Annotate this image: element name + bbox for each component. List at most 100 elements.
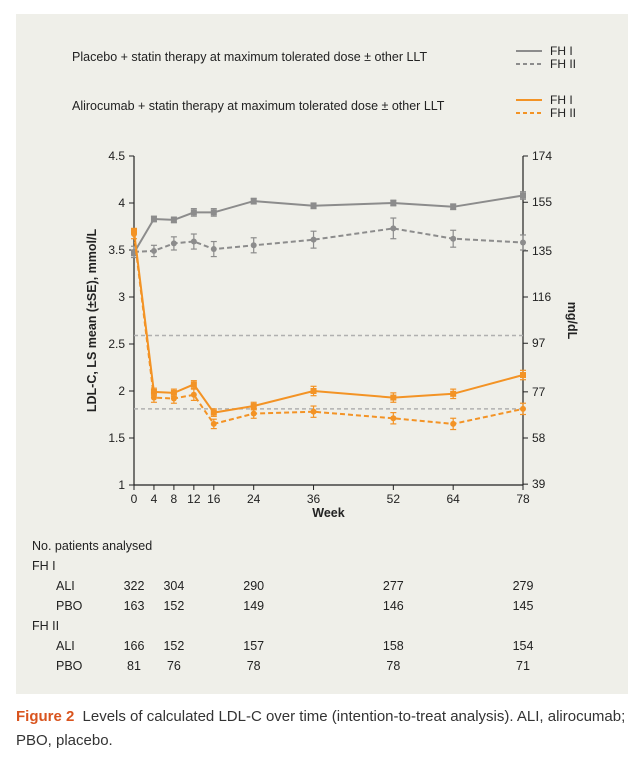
data-point-placebo-fh1 [190, 209, 197, 216]
legend-entry-alirocumab-fh1: FH I [550, 93, 573, 107]
patients-count: 163 [124, 599, 145, 613]
legend-entry-placebo-fh2: FH II [550, 57, 576, 71]
x-tick-label: 12 [187, 492, 201, 506]
data-point-placebo-fh2 [310, 236, 317, 243]
data-point-placebo-fh1 [310, 202, 317, 209]
y2-tick-label: 116 [532, 290, 551, 304]
patients-count: 149 [243, 599, 264, 613]
caption-label: Figure 2 [16, 708, 75, 725]
data-point-alirocumab-fh2 [131, 231, 137, 238]
data-point-placebo-fh2 [520, 239, 526, 246]
patients-count: 157 [243, 639, 264, 653]
data-point-alirocumab-fh2 [170, 395, 177, 402]
y2-tick-label: 135 [532, 244, 552, 258]
x-tick-label: 78 [516, 492, 530, 506]
y2-tick-label: 155 [532, 195, 552, 209]
figure-panel: Placebo + statin therapy at maximum tole… [16, 14, 628, 694]
data-point-alirocumab-fh1 [250, 403, 257, 410]
legend-label-placebo: Placebo + statin therapy at maximum tole… [72, 50, 427, 64]
patients-count: 277 [383, 579, 404, 593]
data-point-placebo-fh1 [150, 215, 157, 222]
x-tick-label: 64 [446, 492, 460, 506]
y-tick-label: 3 [118, 290, 125, 304]
y2-tick-label: 97 [532, 336, 546, 350]
y-tick-label: 1 [118, 478, 125, 492]
y2-axis-label: mg/dL [565, 302, 579, 340]
patients-table-title: No. patients analysed [32, 539, 152, 553]
data-point-placebo-fh2 [450, 235, 457, 242]
figure-caption: Figure 2 Levels of calculated LDL-C over… [16, 705, 628, 753]
patients-count: 279 [513, 579, 534, 593]
data-point-placebo-fh2 [250, 242, 257, 249]
data-point-alirocumab-fh2 [210, 420, 217, 427]
patients-count: 78 [386, 659, 400, 673]
data-point-placebo-fh1 [450, 203, 457, 210]
patients-row-label-pbo: PBO [56, 659, 83, 673]
data-point-placebo-fh1 [390, 200, 397, 206]
patients-count: 145 [513, 599, 534, 613]
y2-tick-label: 77 [532, 385, 546, 399]
x-tick-label: 24 [247, 492, 261, 506]
y2-tick-label: 58 [532, 431, 546, 445]
data-point-alirocumab-fh1 [150, 388, 157, 395]
data-point-placebo-fh2 [170, 240, 177, 247]
x-tick-label: 4 [151, 492, 158, 506]
x-tick-label: 52 [387, 492, 401, 506]
x-tick-label: 8 [171, 492, 178, 506]
data-point-placebo-fh2 [190, 238, 197, 245]
y-tick-label: 2.5 [108, 337, 125, 351]
data-point-placebo-fh2 [150, 247, 157, 254]
x-tick-label: 36 [307, 492, 321, 506]
patients-count: 158 [383, 639, 404, 653]
patients-count: 154 [513, 639, 534, 653]
legend-entry-placebo-fh1: FH I [550, 44, 573, 58]
data-point-placebo-fh1 [210, 209, 217, 216]
data-point-alirocumab-fh2 [250, 410, 257, 417]
patients-count: 152 [163, 599, 184, 613]
patients-row-label-pbo: PBO [56, 599, 83, 613]
data-point-alirocumab-fh2 [450, 420, 457, 427]
data-point-alirocumab-fh1 [170, 389, 177, 396]
y-tick-label: 3.5 [108, 243, 125, 257]
patients-row-label-ali: ALI [56, 639, 75, 653]
x-axis-label: Week [312, 506, 344, 520]
data-point-placebo-fh1 [250, 198, 257, 205]
patients-row-label-ali: ALI [56, 579, 75, 593]
data-point-alirocumab-fh1 [390, 394, 397, 401]
data-point-alirocumab-fh1 [450, 390, 457, 397]
legend-entry-alirocumab-fh2: FH II [550, 106, 576, 120]
data-point-placebo-fh1 [170, 216, 177, 223]
patients-count: 304 [163, 579, 184, 593]
data-point-alirocumab-fh1 [310, 388, 317, 394]
x-tick-label: 16 [207, 492, 221, 506]
series-line-alirocumab-fh1 [133, 231, 524, 414]
x-tick-label: 0 [131, 492, 138, 506]
patients-count: 71 [516, 659, 530, 673]
patients-count: 322 [124, 579, 145, 593]
y2-tick-label: 39 [532, 477, 546, 491]
data-point-placebo-fh1 [520, 192, 526, 199]
data-point-alirocumab-fh2 [310, 408, 317, 415]
series-line-placebo-fh1 [133, 194, 524, 254]
patients-count: 152 [163, 639, 184, 653]
data-point-alirocumab-fh2 [520, 405, 526, 412]
ldl-chart: Placebo + statin therapy at maximum tole… [32, 44, 579, 673]
patients-count: 78 [247, 659, 261, 673]
data-point-placebo-fh2 [390, 225, 397, 232]
y-tick-label: 4 [118, 196, 125, 210]
y-axis-label: LDL-C, LS mean (±SE), mmol/L [85, 229, 99, 413]
patients-count: 290 [243, 579, 264, 593]
patients-count: 76 [167, 659, 181, 673]
patients-section-fh1: FH I [32, 559, 56, 573]
data-point-alirocumab-fh2 [190, 391, 197, 398]
data-point-alirocumab-fh1 [210, 409, 217, 416]
legend-label-alirocumab: Alirocumab + statin therapy at maximum t… [72, 99, 445, 113]
y-tick-label: 1.5 [108, 431, 125, 445]
patients-section-fh2: FH II [32, 619, 59, 633]
y-tick-label: 2 [118, 384, 125, 398]
patients-count: 146 [383, 599, 404, 613]
series-line-alirocumab-fh2 [133, 233, 524, 426]
y-tick-label: 4.5 [108, 149, 125, 163]
patients-count: 81 [127, 659, 141, 673]
data-point-alirocumab-fh1 [520, 372, 526, 379]
